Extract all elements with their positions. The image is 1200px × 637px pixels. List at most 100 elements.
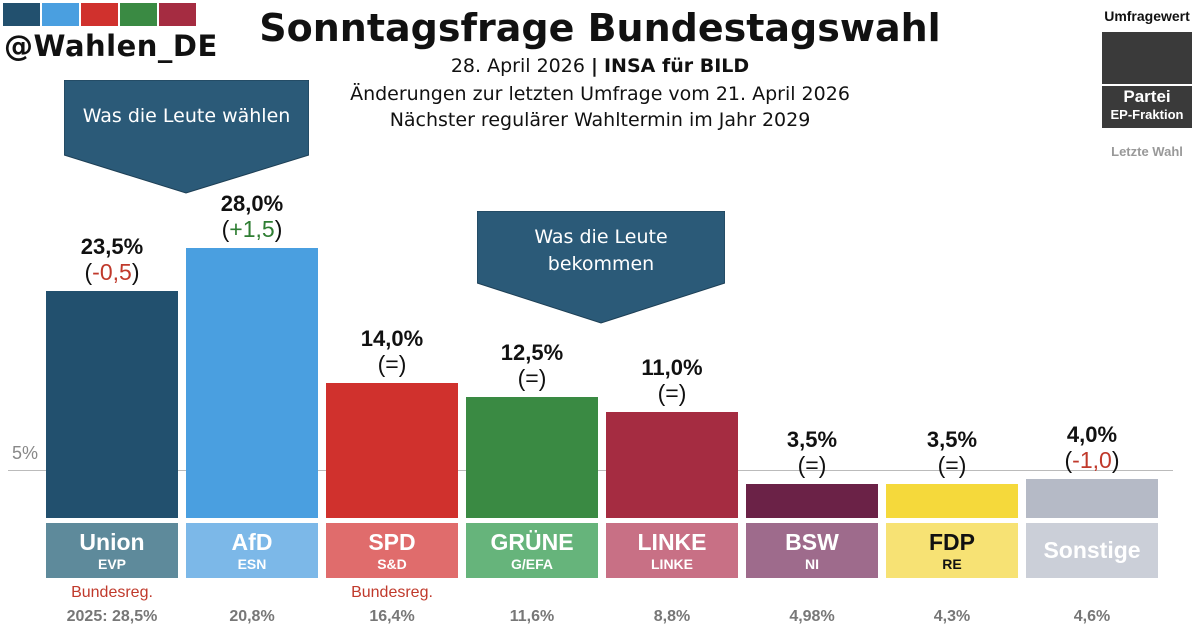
changes-note: Änderungen zur letzten Umfrage vom 21. A… [350,83,850,105]
last-election-value: 16,4% [369,608,415,625]
party-label-box: BSW NI [746,523,878,578]
ep-fraction: EVP [97,556,126,572]
callout-right-text-1: Was die Leute [534,226,668,248]
change-value: = [665,379,679,406]
paren-close: ) [678,379,687,406]
last-election-value: 8,8% [653,608,691,625]
paren-open: ( [221,215,230,242]
party-label-box: GRÜNE G/EFA [466,523,598,578]
last-election-value: 2025: 28,5% [66,608,158,625]
value-label: 4,0% [1066,422,1118,448]
paren-open: ( [377,350,386,377]
logo-block [81,3,118,26]
party-name: AfD [231,529,273,555]
change-label: (-0,5) [36,259,188,286]
callout-right-text-2: bekommen [547,253,655,275]
reference-line-label: 5% [12,443,39,463]
logo-block [42,3,79,26]
value-label: 3,5% [786,427,838,453]
change-label: (=) [736,452,888,479]
logo-block [120,3,157,26]
bar-7 [1026,479,1158,518]
last-election-value: 11,6% [509,608,555,625]
logo-block [159,3,196,26]
paren-open: ( [797,452,806,479]
paren-open: ( [937,452,946,479]
change-value: -1,0 [1072,447,1112,474]
paren-open: ( [1064,447,1073,474]
poll-source: INSA für BILD [603,55,750,77]
party-label-box: FDP RE [886,523,1018,578]
separator: | [590,55,598,77]
paren-close: ) [538,365,547,392]
party-name: LINKE [637,529,707,555]
paren-close: ) [1111,447,1120,474]
value-label: 23,5% [80,233,144,259]
last-election-value: 4,98% [789,608,835,625]
value-label: 14,0% [360,325,424,351]
party-name: Union [79,529,145,555]
paren-close: ) [818,452,827,479]
change-label: (=) [876,452,1028,479]
paren-open: ( [657,379,666,406]
ep-fraction: G/EFA [510,556,553,572]
value-label: 12,5% [500,340,564,366]
callout-right: Was die Leute bekommen [477,211,725,326]
next-election-note: Nächster regulärer Wahltermin im Jahr 20… [389,109,811,131]
government-label: Bundesreg. [71,584,153,601]
ep-fraction: S&D [377,556,407,572]
last-election-value: 4,6% [1073,608,1111,625]
legend-ep-fraktion: EP-Fraktion [1110,107,1184,122]
legend-party-swatch: Partei EP-Fraktion [1102,86,1192,128]
bar-4 [606,411,738,518]
callout-left: Was die Leute wählen [64,80,309,195]
ep-fraction: ESN [237,556,267,572]
last-election-value: 20,8% [229,608,275,625]
value-label: 28,0% [220,190,284,216]
party-name: BSW [785,529,839,555]
change-value: = [525,365,539,392]
last-election-value: 4,3% [933,608,971,625]
party-label-box: Sonstige [1026,523,1158,578]
logo-strip [3,3,196,26]
callout-right-shape [477,211,725,324]
party-label-box: SPD S&D [326,523,458,578]
party-name: FDP [929,529,975,555]
paren-open: ( [84,258,93,285]
change-label: (=) [316,351,468,378]
paren-close: ) [958,452,967,479]
paren-close: ) [398,350,407,377]
party-label-box: Union EVP [46,523,178,578]
value-label: 11,0% [641,354,703,380]
ep-fraction: RE [942,556,962,572]
legend-value-swatch [1102,32,1192,84]
ep-fraction: LINKE [651,556,693,572]
poll-date: 28. April 2026 [450,55,585,77]
account-handle: @Wahlen_DE [4,29,218,63]
bar-6 [886,484,1018,518]
change-value: = [945,452,959,479]
party-label-box: AfD ESN [186,523,318,578]
change-value: = [805,452,819,479]
bar-2 [326,382,458,518]
party-name: SPD [368,529,416,555]
logo-block [3,3,40,26]
change-label: (-1,0) [1016,447,1168,474]
bar-5 [746,484,878,518]
bar-1 [186,247,318,518]
bar-0 [46,290,178,518]
paren-close: ) [274,215,283,242]
legend-partei: Partei [1123,87,1171,106]
legend-letzte-wahl: Letzte Wahl [1111,144,1183,159]
bar-3 [466,397,598,518]
change-value: -0,5 [92,258,132,285]
party-name: GRÜNE [490,529,574,555]
legend-umfragewert: Umfragewert [1104,8,1190,24]
subtitle-date-line: 28. April 2026 | INSA für BILD [0,55,1200,77]
chart-title: Sonntagsfrage Bundestagswahl [259,6,941,50]
callout-left-shape [64,80,309,194]
ep-fraction: NI [805,556,819,572]
callout-left-text: Was die Leute wählen [82,105,291,127]
legend: Umfragewert Partei EP-Fraktion Letzte Wa… [1102,8,1192,159]
paren-open: ( [517,365,526,392]
